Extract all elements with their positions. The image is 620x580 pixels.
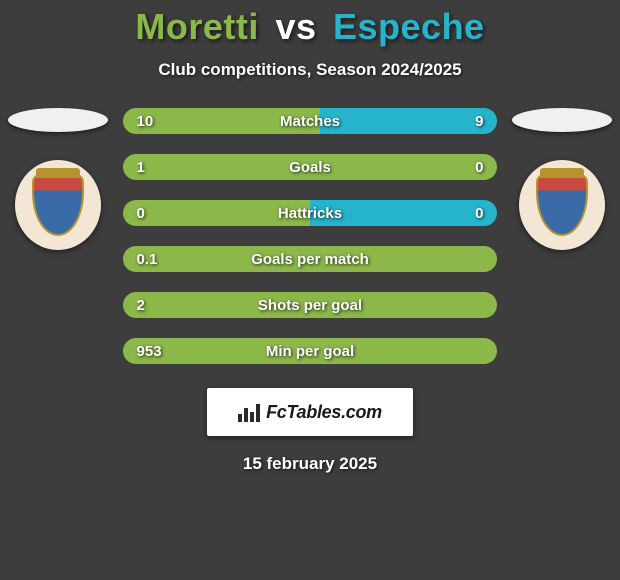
stat-bar xyxy=(123,200,498,226)
stat-bar-left-segment xyxy=(123,292,498,318)
title-vs: vs xyxy=(275,6,316,47)
stat-bar xyxy=(123,108,498,134)
brand-icon xyxy=(238,402,260,422)
comparison-card: Moretti vs Espeche Club competitions, Se… xyxy=(0,0,620,580)
right-side xyxy=(507,108,616,250)
title-player1: Moretti xyxy=(135,6,259,47)
stat-row: Matches109 xyxy=(123,108,498,134)
stat-bar-left-segment xyxy=(123,108,320,134)
date-label: 15 february 2025 xyxy=(0,454,620,474)
subtitle: Club competitions, Season 2024/2025 xyxy=(0,60,620,80)
brand-badge: FcTables.com xyxy=(207,388,413,436)
stat-row: Shots per goal2 xyxy=(123,292,498,318)
stat-bar-right-segment xyxy=(320,108,498,134)
main-layout: Matches109 Goals10 Hattricks00 Goals per ma… xyxy=(0,108,620,364)
stat-row: Min per goal953 xyxy=(123,338,498,364)
stat-bar-right-segment xyxy=(310,200,497,226)
stat-bar-left-segment xyxy=(123,246,498,272)
stat-row: Goals per match0.1 xyxy=(123,246,498,272)
title-player2: Espeche xyxy=(333,6,485,47)
stat-row: Hattricks00 xyxy=(123,200,498,226)
stat-bar xyxy=(123,338,498,364)
player1-club-badge xyxy=(15,160,101,250)
stat-bar-left-segment xyxy=(123,200,310,226)
page-title: Moretti vs Espeche xyxy=(0,6,620,48)
player2-club-badge xyxy=(519,160,605,250)
player1-flag xyxy=(8,108,108,132)
left-side xyxy=(4,108,113,250)
stat-bars: Matches109 Goals10 Hattricks00 Goals per ma… xyxy=(123,108,498,364)
player2-flag xyxy=(512,108,612,132)
stat-bar xyxy=(123,246,498,272)
shield-icon xyxy=(536,174,588,236)
brand-text: FcTables.com xyxy=(266,402,382,423)
stat-bar xyxy=(123,292,498,318)
shield-icon xyxy=(32,174,84,236)
stat-bar-left-segment xyxy=(123,338,498,364)
stat-bar-left-segment xyxy=(123,154,498,180)
stat-bar xyxy=(123,154,498,180)
stat-row: Goals10 xyxy=(123,154,498,180)
